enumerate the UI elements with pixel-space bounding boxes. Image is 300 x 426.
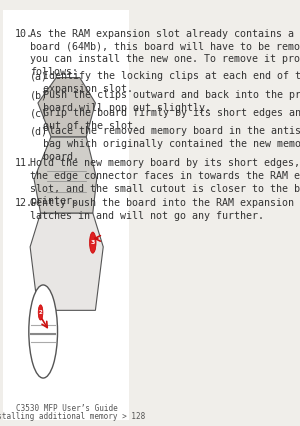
Text: 3: 3 — [91, 240, 95, 245]
PathPatch shape — [34, 137, 97, 213]
Text: (c): (c) — [30, 108, 48, 118]
PathPatch shape — [30, 213, 103, 311]
Circle shape — [89, 232, 96, 253]
Text: Grip the board firmly by its short edges and pull it
out of the slot.: Grip the board firmly by its short edges… — [43, 108, 300, 131]
Text: Push the clips outward and back into the printer. The
board will pop out slightl: Push the clips outward and back into the… — [43, 90, 300, 113]
FancyBboxPatch shape — [3, 10, 129, 420]
Text: As the RAM expansion slot already contains a memory
board (64Mb), this board wil: As the RAM expansion slot already contai… — [30, 29, 300, 77]
Text: C3530 MFP User’s Guide: C3530 MFP User’s Guide — [16, 404, 118, 413]
Circle shape — [38, 305, 43, 320]
Circle shape — [29, 285, 58, 378]
Text: 12.: 12. — [14, 198, 32, 208]
Text: Installing additional memory > 128: Installing additional memory > 128 — [0, 412, 145, 421]
Text: 2: 2 — [39, 310, 42, 315]
PathPatch shape — [38, 78, 95, 137]
Text: 10.: 10. — [14, 29, 32, 39]
Text: (b): (b) — [30, 90, 48, 100]
Text: (d): (d) — [30, 126, 48, 136]
Text: Place the removed memory board in the antistatic
bag which originally contained : Place the removed memory board in the an… — [43, 126, 300, 162]
Text: Gently push the board into the RAM expansion slot until it
latches in and will n: Gently push the board into the RAM expan… — [30, 198, 300, 221]
Text: Hold the new memory board by its short edges, so that
the edge connector faces i: Hold the new memory board by its short e… — [30, 158, 300, 206]
Text: Identify the locking clips at each end of the RAM
expansion slot.: Identify the locking clips at each end o… — [43, 71, 300, 94]
Text: 11.: 11. — [14, 158, 32, 168]
Text: (a): (a) — [30, 71, 48, 81]
